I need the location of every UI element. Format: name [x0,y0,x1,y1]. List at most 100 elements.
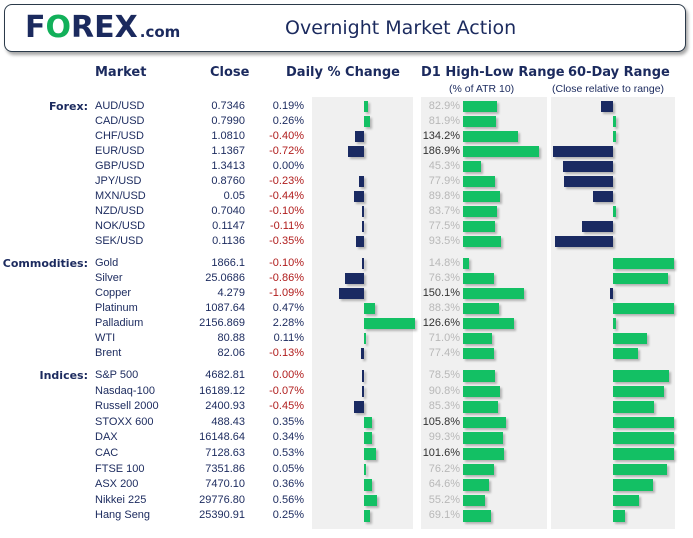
daily-change-value: -0.40% [269,130,304,142]
market-name: Russell 2000 [95,400,159,413]
daily-change-value: -0.10% [269,257,304,269]
daily-change-value: 0.47% [272,302,304,314]
close-value: 0.7040 [211,205,245,217]
daily-change-value: -0.72% [269,145,304,157]
daily-change-bar [364,463,366,476]
d1-range-label: 99.3% [428,431,460,444]
forex-logo: FOREX .com [25,11,180,49]
daily-change-value: 0.34% [272,431,304,444]
day60-range-bar [582,221,613,232]
daily-change-bar [364,510,370,522]
daily-change-bar [361,258,364,269]
d1-range-bar [463,448,505,460]
d1-range-label: 90.8% [428,384,460,397]
daily-change-bar [364,479,373,491]
d1-range-bar [463,432,504,444]
daily-change-value: -1.09% [269,287,304,299]
d1-range-label: 69.1% [428,509,460,522]
d1-range-label: 134.2% [422,130,460,142]
day60-range-bar [613,333,647,344]
d1-range-bar [463,131,518,142]
close-value: 0.7990 [211,115,245,127]
d1-range-bar [463,161,482,172]
market-name: Copper [95,287,132,299]
day60-range-bar [613,463,667,476]
d1-range-bar [463,318,515,329]
market-name: CAD/USD [95,115,145,127]
day60-range-bar [601,101,613,112]
d1-range-bar [463,206,498,217]
market-name: SEK/USD [95,235,144,247]
d1-range-bar [463,510,492,522]
column-header-daily-change: Daily % Change [286,65,400,80]
daily-change-value: 0.53% [272,447,304,459]
close-value: 1.1367 [211,145,245,157]
day60-range-bar [562,161,613,172]
market-name: CHF/USD [95,130,144,142]
close-value: 16148.64 [199,431,245,444]
daily-change-bar [339,288,364,299]
daily-change-value: 0.00% [272,369,304,381]
market-name: Brent [95,347,122,359]
daily-change-bar [344,273,364,284]
logo-suffix: .com [139,23,181,41]
day60-range-bar [563,176,613,187]
day60-range-bar [613,116,617,127]
d1-range-bar [463,236,502,247]
daily-change-value: -0.11% [269,220,304,232]
close-value: 0.1147 [212,220,245,232]
daily-change-bar [361,348,364,359]
day60-range-bar [613,131,616,142]
daily-change-value: -0.45% [269,400,304,413]
column-subheader-60day-range: (Close relative to range) [552,83,665,95]
daily-change-value: 0.00% [272,160,304,172]
d1-range-label: 14.8% [428,257,460,269]
d1-range-label: 77.4% [428,347,460,359]
d1-range-bar [463,176,495,187]
day60-range-bar [613,318,616,329]
column-header-close: Close [210,65,250,80]
market-name: Gold [95,257,119,269]
d1-range-bar [463,146,539,157]
daily-change-bar [364,101,369,112]
column-header-market: Market [95,65,147,80]
d1-range-label: 81.9% [428,115,460,127]
day60-range-bar [593,191,613,202]
d1-range-label: 93.5% [428,235,460,247]
day60-range-bar [613,273,668,284]
d1-range-label: 83.7% [428,205,460,217]
logo-letters: REX [71,10,138,45]
page-title: Overnight Market Action [285,17,517,39]
market-name: Hang Seng [95,509,151,522]
close-value: 4.279 [217,287,245,299]
close-value: 2156.869 [199,317,245,329]
market-name: Nikkei 225 [95,493,147,506]
day60-range-bar [613,448,674,460]
daily-change-bar [364,416,372,429]
d1-range-label: 71.0% [428,332,460,344]
close-value: 82.06 [217,347,245,359]
daily-change-bar [364,318,416,329]
group-label: Commodities: [2,257,88,270]
market-name: S&P 500 [95,369,139,381]
close-value: 25390.91 [199,509,245,522]
market-name: MXN/USD [95,190,146,202]
daily-change-value: 0.05% [272,462,304,475]
day60-range-bar [613,370,669,382]
d1-range-bar [463,416,507,429]
d1-range-bar [463,221,495,232]
daily-change-value: 0.25% [272,509,304,522]
d1-range-label: 45.3% [428,160,460,172]
daily-change-bar [362,385,364,398]
market-name: JPY/USD [95,175,142,187]
day60-range-bar [613,348,638,359]
daily-change-bar [364,432,372,444]
daily-change-value: 2.28% [272,317,304,329]
d1-range-bar [463,385,500,398]
day60-range-bar [554,236,613,247]
market-name: GBP/USD [95,160,145,172]
d1-range-bar [463,258,470,269]
d1-range-label: 85.3% [428,400,460,413]
d1-range-bar [463,116,497,127]
close-value: 80.88 [217,332,245,344]
